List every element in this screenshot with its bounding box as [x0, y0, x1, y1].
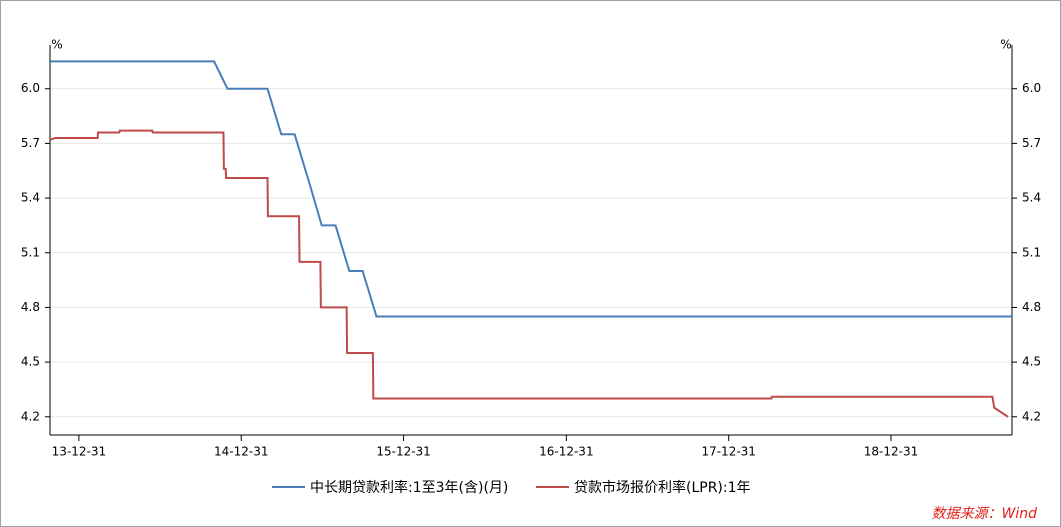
x-tick-label: 13-12-31 [52, 445, 106, 459]
y2-tick-label: 5.1 [1022, 245, 1041, 259]
y-tick-label: 5.1 [21, 245, 40, 259]
y2-tick-label: 6.0 [1022, 81, 1041, 95]
x-tick-label: 17-12-31 [701, 445, 755, 459]
y-tick-label: 4.2 [21, 409, 40, 423]
y2-tick-label: 4.5 [1022, 355, 1041, 369]
x-tick-label: 18-12-31 [864, 445, 918, 459]
y-tick-label: 6.0 [21, 81, 40, 95]
legend-label: 中长期贷款利率:1至3年(含)(月) [310, 479, 508, 496]
y-tick-label: 4.8 [21, 300, 40, 314]
series-line [50, 60, 1012, 318]
source-note: 数据来源：Wind [932, 506, 1038, 522]
x-tick-label: 16-12-31 [539, 445, 593, 459]
y2-tick-label: 5.7 [1022, 136, 1041, 150]
y2-tick-label: 5.4 [1022, 191, 1041, 205]
y-unit: % [51, 38, 62, 52]
y2-unit: % [1000, 38, 1011, 52]
x-tick-label: 15-12-31 [376, 445, 430, 459]
y2-tick-label: 4.2 [1022, 409, 1041, 423]
y-tick-label: 4.5 [21, 355, 40, 369]
y-tick-label: 5.7 [21, 136, 40, 150]
y-tick-label: 5.4 [21, 191, 40, 205]
series-line [49, 129, 1009, 418]
y2-tick-label: 4.8 [1022, 300, 1041, 314]
x-tick-label: 14-12-31 [214, 445, 268, 459]
legend-label: 贷款市场报价利率(LPR):1年 [574, 479, 751, 496]
